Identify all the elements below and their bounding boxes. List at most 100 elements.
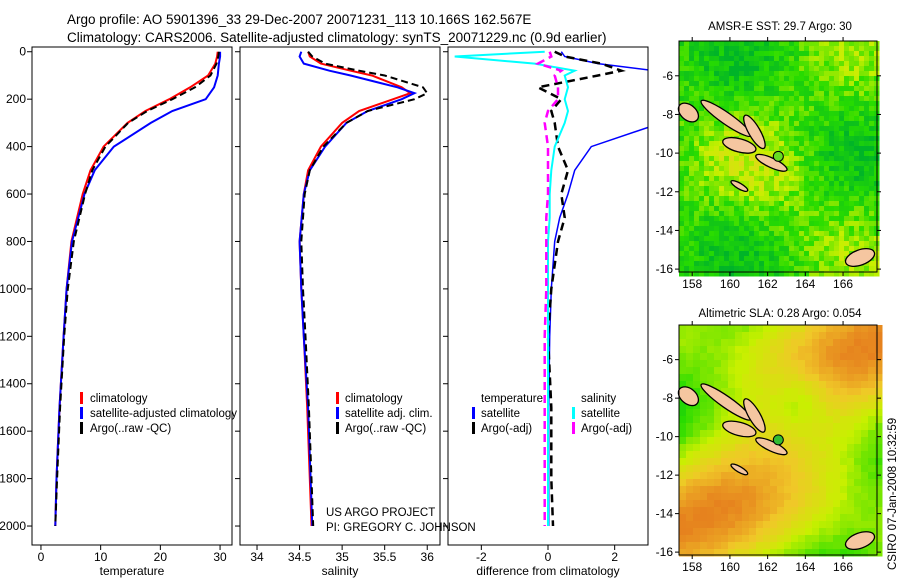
map-cell: [779, 181, 785, 187]
map-cell: [861, 416, 869, 424]
map-cell: [686, 514, 694, 522]
map-cell: [789, 251, 795, 257]
map-cell: [819, 136, 825, 142]
map-cell: [700, 346, 708, 354]
map-cell: [679, 437, 687, 445]
map-cell: [784, 246, 790, 252]
map-cell: [694, 196, 700, 202]
map-cell: [812, 395, 820, 403]
map-cell: [804, 231, 810, 237]
map-cell: [791, 500, 799, 508]
map-cell: [709, 131, 715, 137]
map-cell: [809, 101, 815, 107]
map-cell: [798, 409, 806, 417]
map-cell: [809, 201, 815, 207]
map-cell: [729, 211, 735, 217]
map-cell: [864, 161, 870, 167]
map-cell: [844, 246, 850, 252]
map-cell: [763, 472, 771, 480]
map-cell: [693, 332, 701, 340]
map-cell: [764, 226, 770, 232]
map-cell: [693, 535, 701, 543]
map-cell: [754, 246, 760, 252]
island-coastline: [844, 531, 876, 551]
map-cell: [834, 246, 840, 252]
map-cell: [784, 430, 792, 438]
map-cell: [854, 241, 860, 247]
map-cell: [694, 191, 700, 197]
map-cell: [869, 176, 875, 182]
map-cell: [679, 56, 685, 62]
map-cell: [819, 367, 827, 375]
map-cell: [679, 81, 685, 87]
island-coastline: [677, 386, 700, 407]
map-cell: [829, 86, 835, 92]
map-cell: [689, 131, 695, 137]
map-cell: [774, 216, 780, 222]
series-line-satellite-adjusted-climatology: [54, 51, 222, 527]
map-cell: [779, 171, 785, 177]
map-cell: [829, 221, 835, 227]
map-cell: [721, 528, 729, 536]
map-cell: [684, 236, 690, 242]
map-cell: [749, 151, 755, 157]
map-cell: [819, 46, 825, 52]
map-cell: [742, 451, 750, 459]
map-cell: [849, 136, 855, 142]
map-cell: [869, 181, 875, 187]
map-cell: [754, 221, 760, 227]
map-cell: [826, 444, 834, 452]
map-cell: [799, 251, 805, 257]
map-cell: [799, 246, 805, 252]
legend-swatch-sal-argo: [572, 422, 575, 434]
map-cell: [719, 121, 725, 127]
map-cell: [709, 266, 715, 272]
map-cell: [707, 423, 715, 431]
map-cell: [840, 409, 848, 417]
map-cell: [770, 395, 778, 403]
map-cell: [774, 111, 780, 117]
map-cell: [839, 41, 845, 47]
map-cell: [824, 136, 830, 142]
map-cell: [700, 458, 708, 466]
map-cell: [784, 528, 792, 536]
map-cell: [875, 388, 883, 396]
map-cell: [684, 71, 690, 77]
map-cell: [719, 266, 725, 272]
map-cell: [689, 191, 695, 197]
map-cell: [707, 402, 715, 410]
map-cell: [679, 542, 687, 550]
map-cell: [819, 360, 827, 368]
map-cell: [854, 246, 860, 252]
map-cell: [679, 146, 685, 152]
map-cell: [789, 156, 795, 162]
map-cell: [799, 106, 805, 112]
map-cell: [679, 76, 685, 82]
map-cell: [704, 176, 710, 182]
map-cell: [728, 388, 736, 396]
map-cell: [777, 542, 785, 550]
map-cell: [819, 211, 825, 217]
map-cell: [868, 444, 876, 452]
map-cell: [824, 266, 830, 272]
map-cell: [684, 126, 690, 132]
map-cell: [686, 437, 694, 445]
map-cell: [849, 176, 855, 182]
map-cell: [868, 451, 876, 459]
y-tick-label: -14: [656, 507, 674, 521]
map-cell: [684, 91, 690, 97]
map-cell: [789, 211, 795, 217]
map-cell: [679, 465, 687, 473]
map-cell: [721, 507, 729, 515]
map-cell: [764, 211, 770, 217]
map-cell: [700, 486, 708, 494]
map-cell: [739, 86, 745, 92]
map-cell: [742, 367, 750, 375]
map-cell: [689, 261, 695, 267]
map-cell: [809, 206, 815, 212]
map-cell: [814, 96, 820, 102]
map-cell: [714, 166, 720, 172]
map-cell: [699, 76, 705, 82]
map-cell: [779, 136, 785, 142]
map-cell: [859, 226, 865, 232]
